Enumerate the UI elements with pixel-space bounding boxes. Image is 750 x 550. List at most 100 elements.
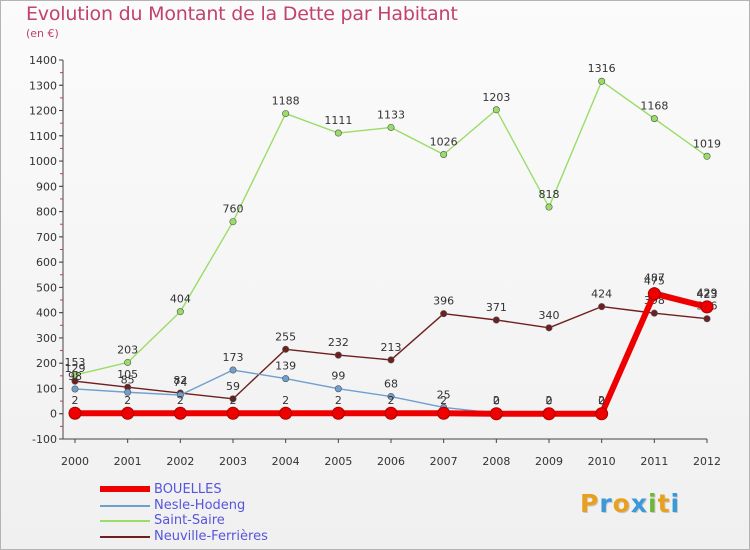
data-label: 25 [437, 388, 451, 401]
data-label: 99 [331, 370, 345, 383]
data-point [282, 110, 290, 118]
data-point [387, 123, 395, 131]
data-point [440, 310, 448, 318]
y-tick-label: 800 [36, 206, 57, 219]
data-label: 429 [697, 286, 718, 299]
data-point [176, 391, 184, 399]
legend-swatch [100, 535, 150, 538]
x-tick-label: 2010 [588, 455, 616, 468]
data-label: 2 [124, 394, 131, 407]
y-tick-label: 700 [36, 231, 57, 244]
data-label: 85 [121, 373, 135, 386]
data-point [229, 218, 237, 226]
x-tick-label: 2009 [535, 455, 563, 468]
x-tick-label: 2000 [61, 455, 89, 468]
data-point [124, 388, 132, 396]
legend-swatch [100, 486, 150, 492]
data-point [387, 393, 395, 401]
x-tick-label: 2001 [114, 455, 142, 468]
data-point [700, 300, 714, 314]
legend-label: BOUELLES [154, 482, 222, 497]
data-point [279, 406, 293, 420]
data-point [595, 407, 609, 421]
data-label: 2 [546, 394, 553, 407]
data-label: 232 [328, 336, 349, 349]
data-label: 1316 [588, 62, 616, 75]
data-label: 2 [230, 394, 237, 407]
data-point [492, 316, 500, 324]
data-label: 818 [539, 188, 560, 201]
data-label: 82 [173, 374, 187, 387]
legend-label: Neuville-Ferrières [154, 528, 268, 544]
data-point [703, 315, 711, 323]
data-point [334, 385, 342, 393]
data-label: 2 [388, 394, 395, 407]
chart-subtitle: (en €) [26, 27, 59, 40]
data-point [703, 152, 711, 160]
data-point [176, 308, 184, 316]
data-label: 1203 [482, 91, 510, 104]
chart-title: Evolution du Montant de la Dette par Hab… [26, 3, 458, 25]
x-tick-label: 2006 [377, 455, 405, 468]
data-label: 340 [539, 309, 560, 322]
y-tick-label: 300 [36, 332, 57, 345]
data-label: 173 [223, 351, 244, 364]
x-tick-label: 2004 [272, 455, 300, 468]
y-tick-label: 1000 [29, 155, 57, 168]
data-point [124, 358, 132, 366]
y-tick-label: 1300 [29, 79, 57, 92]
data-point [229, 395, 237, 403]
data-point [598, 77, 606, 85]
data-label: 1111 [324, 114, 352, 127]
data-label: 424 [591, 288, 612, 301]
data-point [545, 324, 553, 332]
y-tick-label: 500 [36, 281, 57, 294]
data-point [647, 287, 661, 301]
data-point [387, 356, 395, 364]
data-label: 2 [493, 394, 500, 407]
data-label: 487 [644, 272, 665, 285]
data-label: 0 [598, 395, 605, 408]
data-label: 0 [493, 395, 500, 408]
data-point [229, 366, 237, 374]
y-tick-label: 1400 [29, 54, 57, 67]
data-label: 1019 [693, 137, 721, 150]
data-label: 2 [282, 394, 289, 407]
data-label: 396 [433, 295, 454, 308]
data-label: 74 [173, 376, 187, 389]
y-tick-label: 400 [36, 307, 57, 320]
data-label: 105 [117, 368, 138, 381]
data-point [173, 406, 187, 420]
data-label: 2 [598, 394, 605, 407]
data-label: 59 [226, 380, 240, 393]
data-point [68, 406, 82, 420]
data-label: 371 [486, 301, 507, 314]
data-label: 1133 [377, 108, 405, 121]
data-point [331, 406, 345, 420]
data-point [650, 309, 658, 317]
data-label: 1026 [430, 135, 458, 148]
data-label: 423 [697, 288, 718, 301]
y-tick-label: 100 [36, 382, 57, 395]
data-label: 255 [275, 330, 296, 343]
legend-swatch [100, 520, 150, 522]
data-point [545, 203, 553, 211]
y-tick-label: 200 [36, 357, 57, 370]
data-label: 0 [546, 395, 553, 408]
data-point [384, 406, 398, 420]
data-label: 203 [117, 343, 138, 356]
legend-label: Saint-Saire [154, 513, 225, 528]
data-point [121, 406, 135, 420]
legend-swatch [100, 504, 150, 507]
data-label: 213 [381, 341, 402, 354]
data-label: 475 [644, 275, 665, 288]
data-point [598, 303, 606, 311]
x-tick-label: 2003 [219, 455, 247, 468]
data-label: 2 [177, 394, 184, 407]
data-label: 760 [223, 203, 244, 216]
proxiti-logo: Proxiti [580, 489, 681, 518]
x-tick-label: 2002 [166, 455, 194, 468]
data-label: 139 [275, 360, 296, 373]
